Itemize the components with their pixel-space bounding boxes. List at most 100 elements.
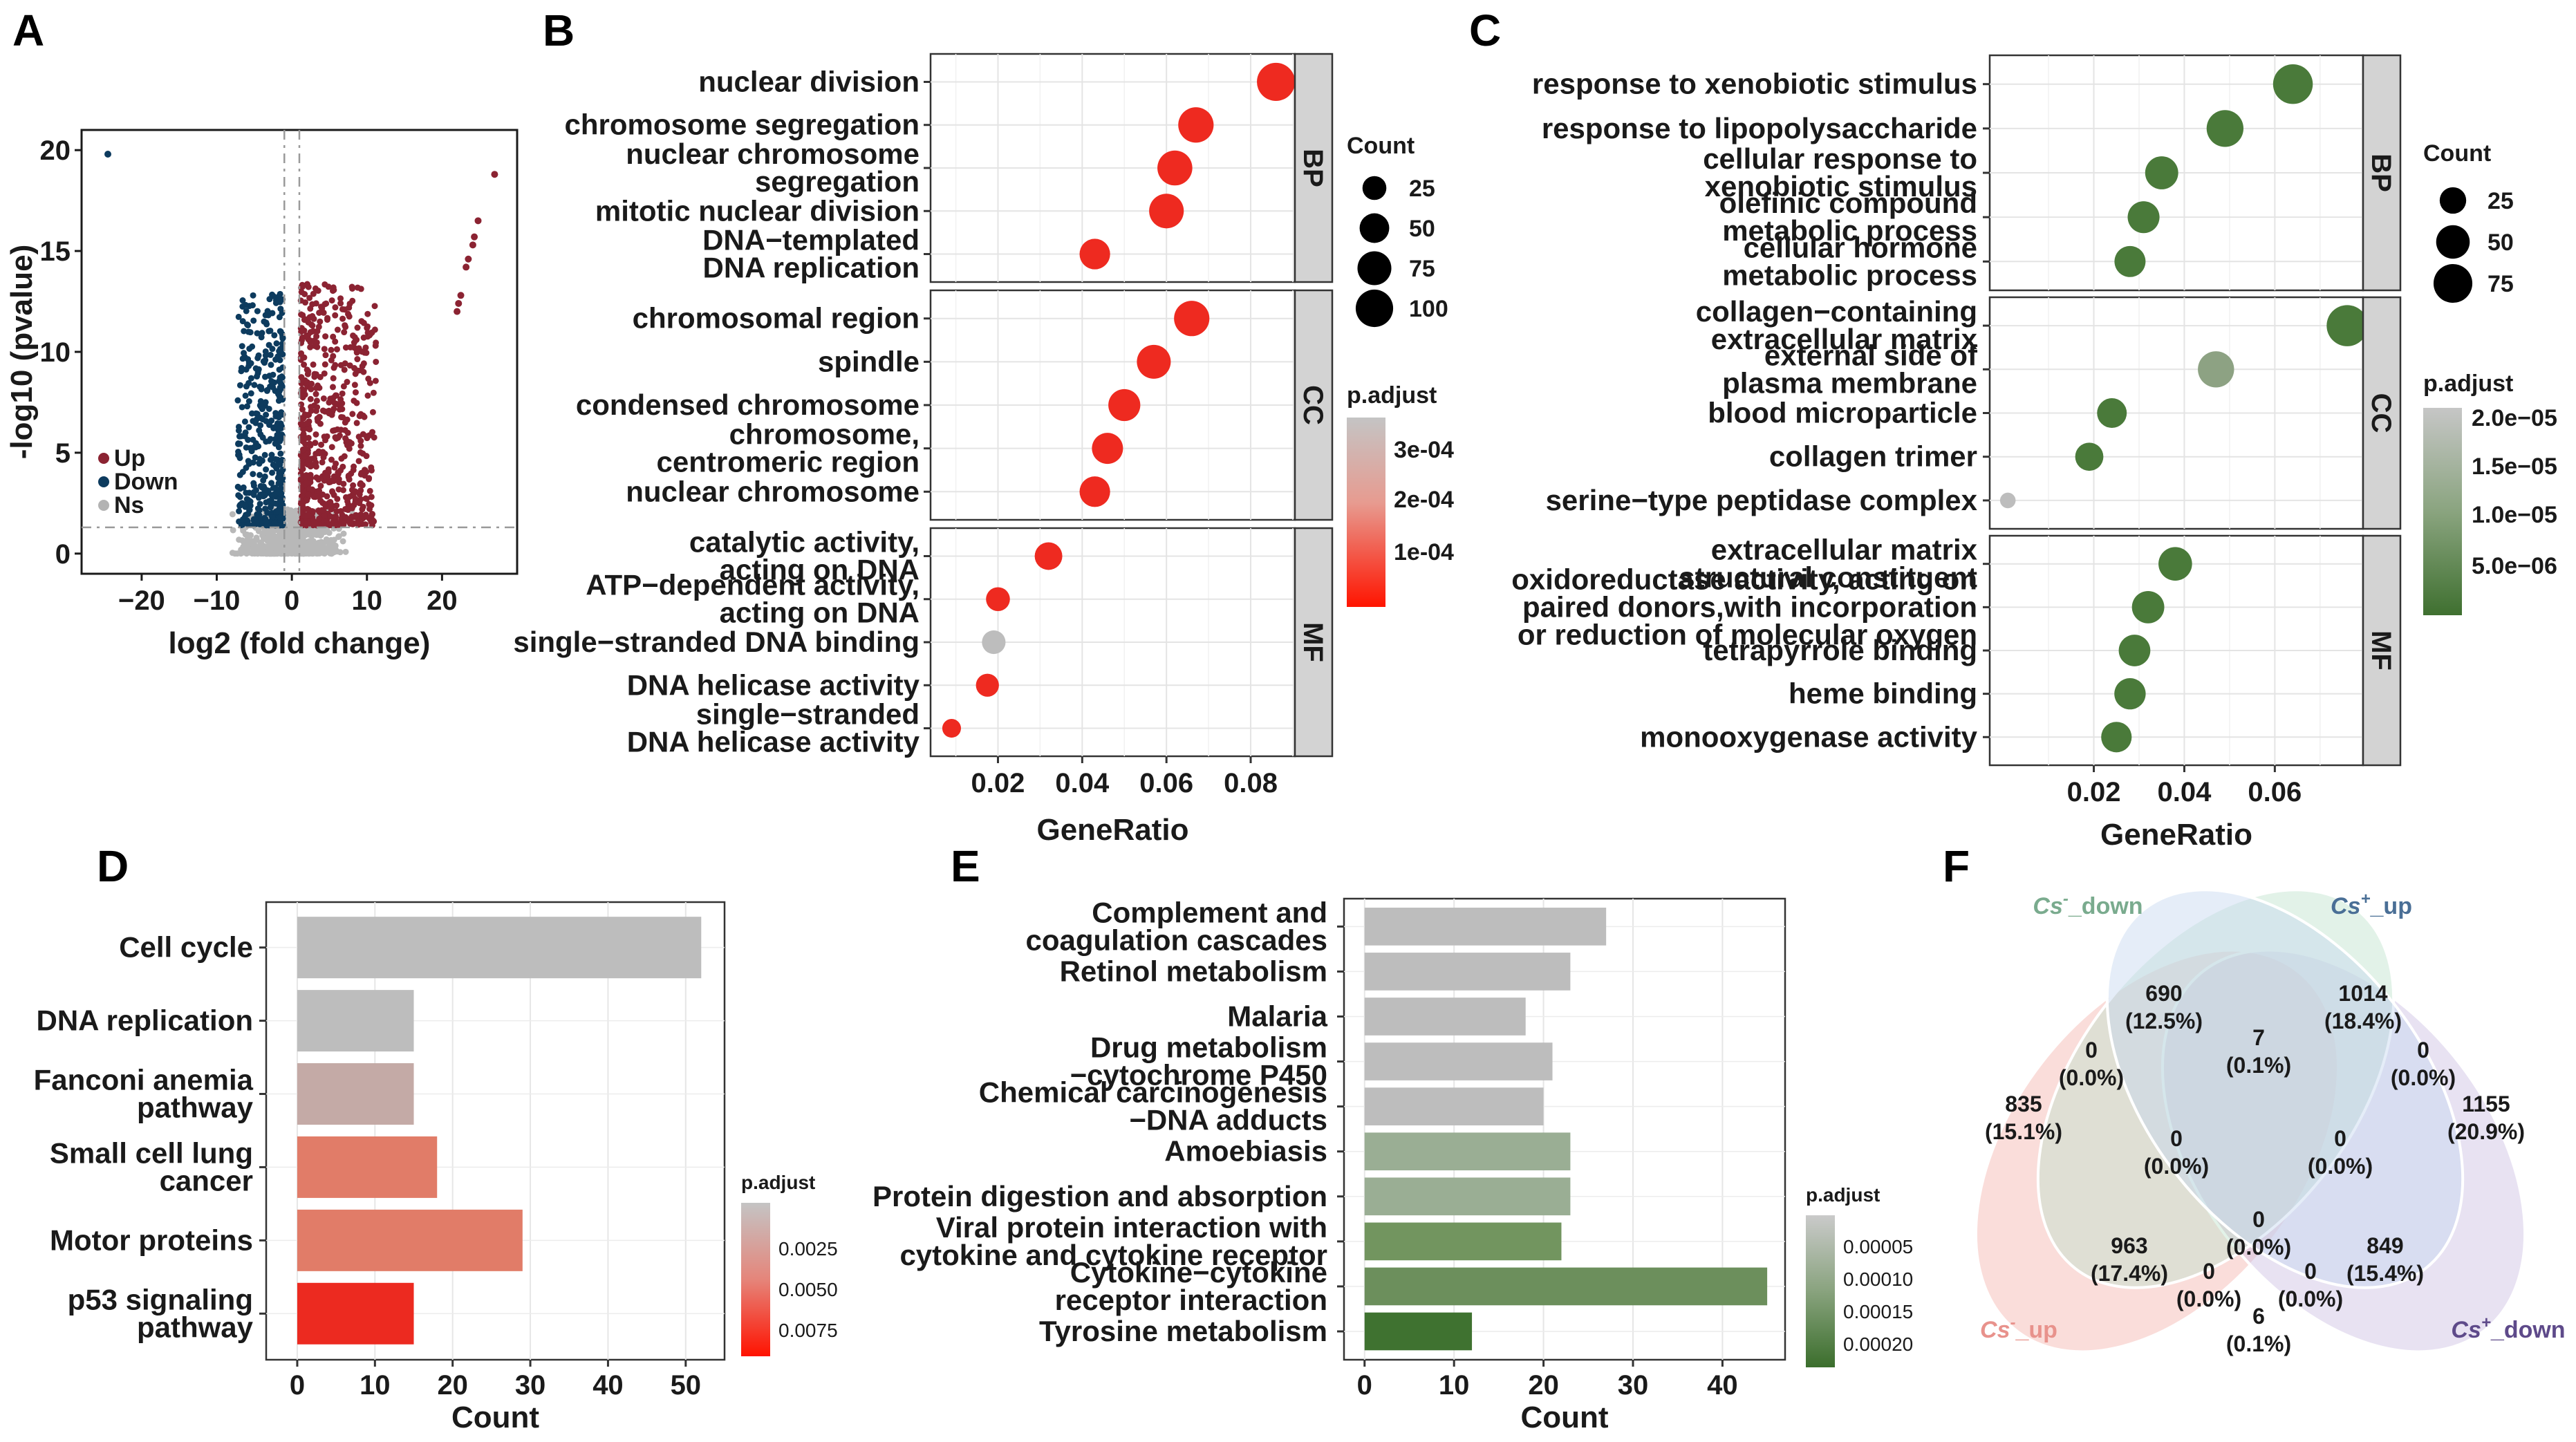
up-point <box>333 435 339 442</box>
down-point <box>277 306 284 312</box>
up-point <box>322 333 329 340</box>
up-point <box>353 512 360 518</box>
facet-strip <box>1294 527 1334 758</box>
up-outlier-point <box>471 233 478 241</box>
up-point <box>301 453 308 460</box>
term-dot <box>2101 722 2132 753</box>
down-point <box>241 328 248 335</box>
size-legend-label: 75 <box>1409 256 1435 282</box>
up-outlier-point <box>454 308 461 315</box>
term-label: nuclear division <box>698 65 920 97</box>
size-legend-title: Count <box>2423 140 2491 167</box>
term-dot <box>2127 201 2160 234</box>
up-point <box>320 395 327 402</box>
venn-region-count: 0 <box>2203 1259 2215 1284</box>
down-point <box>273 340 280 347</box>
down-point <box>272 356 279 363</box>
color-legend-label: 0.00015 <box>1843 1301 1913 1322</box>
y-tick-label: 20 <box>40 135 71 166</box>
down-point <box>250 471 256 478</box>
down-point <box>236 454 243 461</box>
up-point <box>342 306 348 313</box>
volcano-plot: −20 −10 0 10 20 0 5 10 15 20 log2 (fold change) -lo… <box>5 129 519 660</box>
up-point <box>345 310 352 317</box>
down-point <box>269 310 276 317</box>
up-point <box>336 406 343 413</box>
bar <box>1364 1222 1562 1261</box>
bar <box>297 917 702 979</box>
bar-label: Malaria <box>1227 1000 1327 1032</box>
x-tick-label: 30 <box>1618 1370 1649 1401</box>
up-point <box>308 475 315 482</box>
go-dotplot-c: response to xenobiotic stimulus response … <box>1511 54 2557 852</box>
up-point <box>345 494 352 501</box>
down-point <box>249 302 256 309</box>
up-point <box>360 368 367 375</box>
term-dot <box>1149 194 1184 229</box>
color-legend-label: 5.0e−06 <box>2472 553 2557 579</box>
bar <box>1364 998 1526 1036</box>
term-label: nuclear chromosome <box>626 475 920 507</box>
up-point <box>301 377 308 384</box>
up-point <box>362 512 369 518</box>
color-legend-label: 3e-04 <box>1394 437 1454 463</box>
up-point <box>332 362 339 368</box>
term-dot <box>2206 110 2244 147</box>
up-point <box>351 339 357 346</box>
ns-point <box>269 542 276 549</box>
bar <box>1364 953 1571 991</box>
down-point <box>241 501 248 508</box>
up-point <box>322 352 329 359</box>
venn-region-count: 0 <box>2170 1126 2183 1151</box>
up-point <box>332 312 339 319</box>
up-point <box>352 389 359 396</box>
ns-point <box>299 536 306 543</box>
term-label: extracellular matrix structural constitue… <box>1679 534 1977 594</box>
ns-point <box>261 530 268 536</box>
term-dot <box>1079 476 1110 507</box>
x-tick-label: 0 <box>290 1370 305 1401</box>
size-legend-dot <box>1362 176 1387 200</box>
down-point <box>245 424 252 431</box>
kegg-barplot-e: Complement and coagulation cascadesRetino… <box>872 896 1913 1434</box>
up-outlier-point <box>465 255 472 263</box>
kegg-barplot-d: Cell cycle DNA replication Fanconi anemia p… <box>34 901 838 1434</box>
x-tick-label: 0.06 <box>1139 768 1193 798</box>
down-point <box>274 507 281 514</box>
up-point <box>369 409 376 415</box>
x-tick-label: 0 <box>1357 1370 1372 1401</box>
down-point <box>236 382 243 388</box>
down-point <box>239 355 246 362</box>
term-label: heme binding <box>1789 677 1977 710</box>
up-point <box>363 496 370 503</box>
up-point <box>329 384 336 391</box>
up-point <box>332 304 339 311</box>
ns-point <box>291 534 298 541</box>
ns-point <box>339 538 346 545</box>
up-point <box>315 288 321 294</box>
down-point <box>270 292 277 299</box>
up-point <box>324 493 330 500</box>
down-point <box>254 308 261 315</box>
up-point <box>341 453 348 460</box>
term-label: response to lipopolysaccharide <box>1542 112 1977 144</box>
up-point <box>299 406 306 413</box>
up-point <box>314 328 321 335</box>
down-point <box>244 403 251 410</box>
x-tick-label: 0.02 <box>2067 777 2121 807</box>
up-point <box>366 487 373 494</box>
up-point <box>334 496 341 503</box>
bar-label: Fanconi anemia pathway <box>34 1064 254 1124</box>
color-legend-label: 0.0050 <box>778 1279 838 1300</box>
bar-label: Complement and coagulation cascades <box>1025 896 1327 956</box>
up-point <box>311 520 318 527</box>
term-dot <box>2198 351 2234 388</box>
x-tick-label: 20 <box>437 1370 468 1401</box>
venn-region-count: 835 <box>2005 1092 2042 1116</box>
down-point <box>255 352 262 359</box>
venn-region-percent: (0.0%) <box>2144 1154 2209 1179</box>
color-legend: p.adjust 3e-04 2e-04 1e-04 <box>1347 382 1454 607</box>
up-point <box>342 505 349 512</box>
color-legend-title: p.adjust <box>741 1172 815 1193</box>
up-point <box>341 329 348 336</box>
